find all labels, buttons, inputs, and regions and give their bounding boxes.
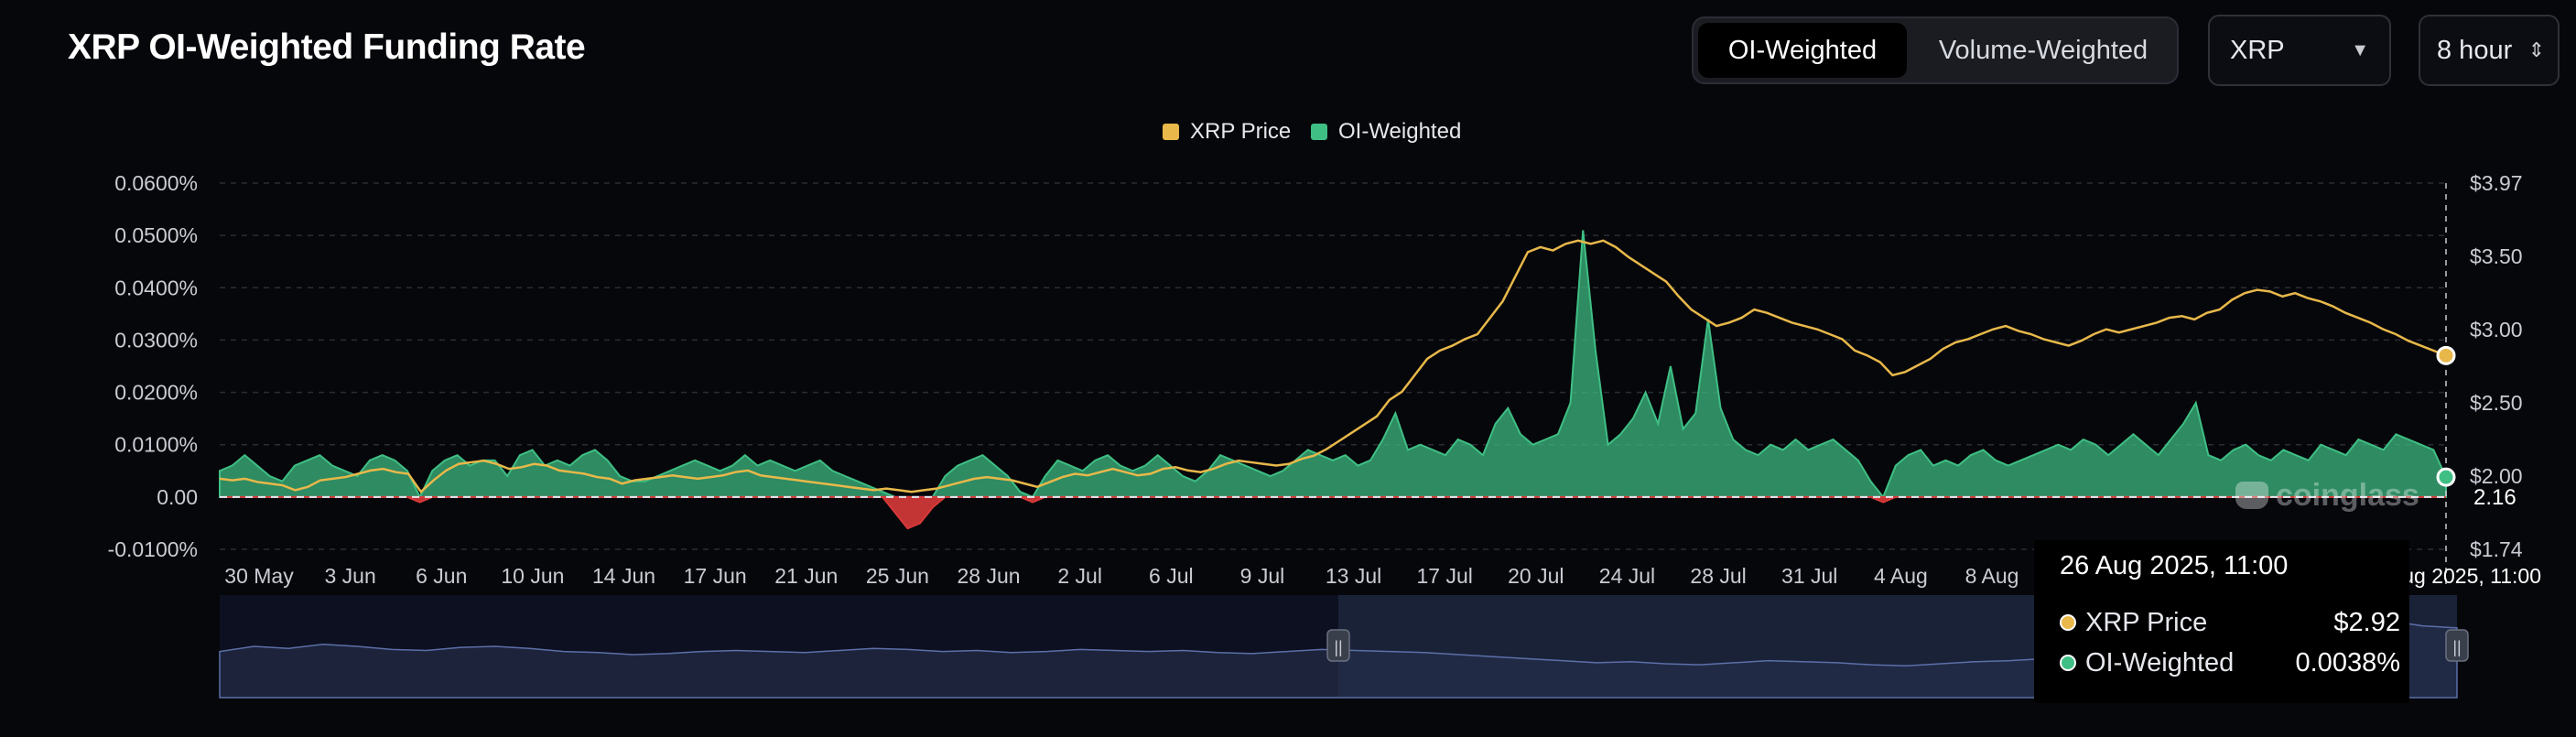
y-right-tick-label: $1.74	[2470, 537, 2523, 561]
x-tick-label: 4 Aug	[1874, 564, 1928, 588]
legend-item-oi[interactable]: OI-Weighted	[1311, 119, 1461, 145]
coinglass-logo-icon	[2235, 482, 2268, 509]
x-tick-label: 28 Jun	[958, 564, 1021, 588]
page-title: XRP OI-Weighted Funding Rate	[68, 27, 586, 67]
x-tick-label: 9 Jul	[1240, 564, 1285, 588]
tooltip-dot-oi	[2060, 655, 2076, 671]
y-left-tick-label: 0.0100%	[114, 433, 198, 457]
y-left-tick-label: -0.0100%	[108, 537, 198, 561]
interval-select[interactable]: 8 hour ⇕	[2419, 15, 2560, 86]
y-left-tick-label: 0.0600%	[114, 171, 198, 195]
coin-select-value: XRP	[2230, 36, 2285, 65]
weighting-toggle: OI-Weighted Volume-Weighted	[1692, 16, 2179, 84]
y-right-tick-label: $2.00	[2470, 464, 2523, 488]
oi-marker-point	[2436, 467, 2456, 487]
navigator-handle-grip: ||	[2452, 638, 2461, 656]
y-left-tick-label: 0.0200%	[114, 381, 198, 405]
tooltip-dot-price	[2060, 614, 2076, 631]
coin-select[interactable]: XRP ▼	[2208, 15, 2391, 86]
chart-tooltip: 26 Aug 2025, 11:00 XRP Price $2.92 OI-We…	[2034, 540, 2409, 703]
x-tick-label: 10 Jun	[501, 564, 564, 588]
y-right-tick-label: $3.50	[2470, 244, 2523, 268]
watermark-text: coinglass	[2276, 478, 2419, 513]
x-tick-label: 20 Jul	[1508, 564, 1564, 588]
chevron-down-icon: ▼	[2351, 40, 2369, 60]
x-tick-label: 2 Jul	[1057, 564, 1102, 588]
tooltip-date: 26 Aug 2025, 11:00	[2060, 551, 2289, 580]
tooltip-label-price: XRP Price	[2085, 608, 2208, 637]
x-tick-label: 6 Jun	[416, 564, 467, 588]
y-left-tick-label: 0.0300%	[114, 328, 198, 352]
legend-swatch-oi	[1311, 124, 1327, 140]
x-tick-label: 3 Jun	[324, 564, 375, 588]
legend-label-oi: OI-Weighted	[1338, 119, 1462, 144]
interval-select-value: 8 hour	[2437, 36, 2513, 65]
y-left-tick-label: 0.0500%	[114, 223, 198, 247]
x-tick-label: 30 May	[224, 564, 294, 588]
x-tick-label: 25 Jun	[866, 564, 929, 588]
x-tick-label: 13 Jul	[1326, 564, 1381, 588]
y-left-tick-label: 0.0400%	[114, 276, 198, 299]
tooltip-row-price: XRP Price $2.92	[2060, 608, 2400, 638]
legend-swatch-price	[1163, 124, 1179, 140]
x-tick-label: 6 Jul	[1149, 564, 1194, 588]
legend-item-price[interactable]: XRP Price	[1163, 119, 1291, 145]
x-tick-label: 21 Jun	[774, 564, 838, 588]
x-tick-label: 24 Jul	[1599, 564, 1655, 588]
x-tick-label: 28 Jul	[1690, 564, 1746, 588]
xrp-price-line	[219, 239, 2447, 494]
navigator-handle[interactable]	[2445, 629, 2469, 662]
y-right-tick-label: $3.00	[2470, 318, 2523, 341]
x-tick-label: 14 Jun	[592, 564, 655, 588]
tooltip-row-oi: OI-Weighted 0.0038%	[2060, 648, 2400, 678]
x-tick-label: 17 Jun	[684, 564, 747, 588]
legend-label-price: XRP Price	[1190, 119, 1292, 144]
tooltip-value-price: $2.92	[2333, 608, 2400, 637]
navigator-handle[interactable]	[1326, 629, 1350, 662]
up-down-chevron-icon: ⇕	[2527, 38, 2545, 61]
y-right-tick-label: $3.97	[2470, 171, 2523, 195]
navigator-handle-grip: ||	[1334, 638, 1342, 656]
tab-oi-weighted[interactable]: OI-Weighted	[1698, 23, 1907, 78]
x-tick-label: 31 Jul	[1781, 564, 1837, 588]
tooltip-label-oi: OI-Weighted	[2085, 648, 2235, 677]
tooltip-value-oi: 0.0038%	[2295, 648, 2401, 677]
x-tick-label: 8 Aug	[1965, 564, 2019, 588]
y-left-tick-label: 0.00	[157, 485, 198, 509]
current-price-label: 2.16	[2473, 485, 2516, 510]
oi-weighted-area	[219, 230, 2447, 500]
x-tick-label: 17 Jul	[1417, 564, 1473, 588]
oi-weighted-negative-area	[220, 495, 2446, 530]
watermark: coinglass	[2235, 478, 2419, 514]
price-marker-point	[2436, 345, 2456, 365]
tab-volume-weighted[interactable]: Volume-Weighted	[1938, 36, 2148, 65]
y-right-tick-label: $2.50	[2470, 391, 2523, 415]
